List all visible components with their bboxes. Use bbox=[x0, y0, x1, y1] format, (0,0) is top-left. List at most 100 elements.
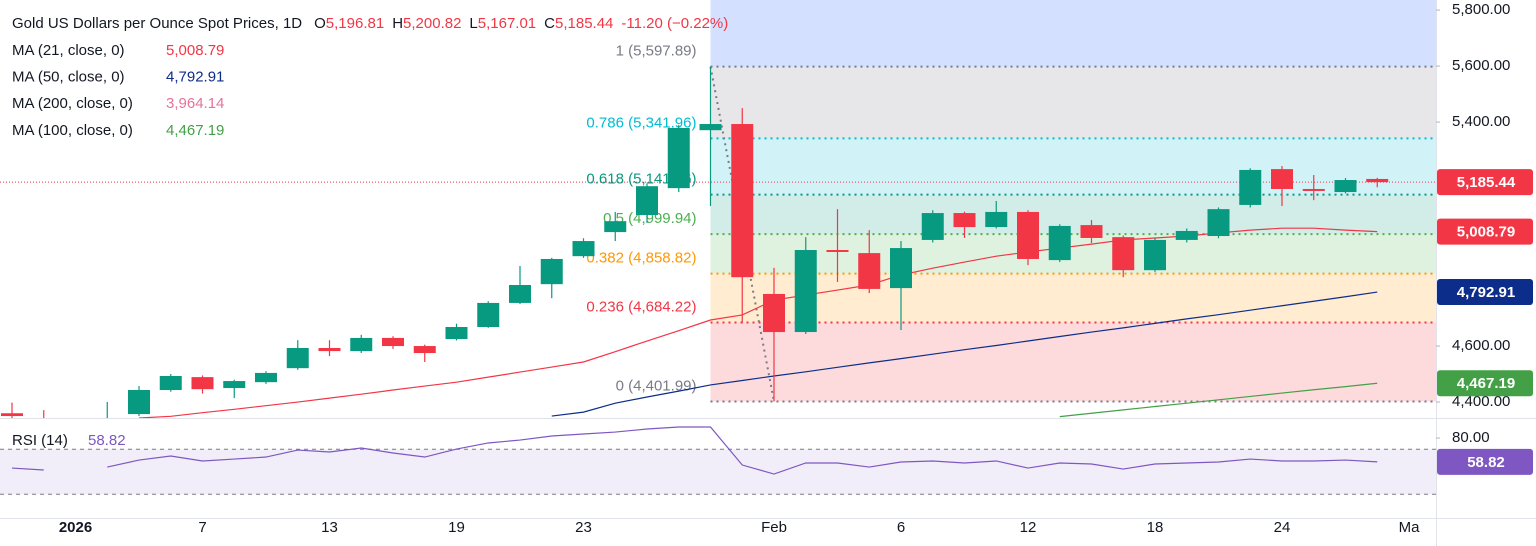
candle-body bbox=[985, 211, 1008, 228]
price-badge-label: 5,008.79 bbox=[1457, 224, 1515, 241]
price-badge-label: 4,467.19 bbox=[1457, 375, 1515, 392]
legend-name: MA (50, close, 0) bbox=[12, 69, 125, 86]
candle-body bbox=[413, 346, 436, 354]
price-badge-label: 5,185.44 bbox=[1457, 174, 1516, 191]
candle-body bbox=[318, 348, 341, 352]
candle-body bbox=[96, 419, 118, 422]
candle-body bbox=[604, 221, 627, 233]
candle-body bbox=[699, 124, 722, 131]
candle-body bbox=[1144, 239, 1166, 271]
fib-zone bbox=[710, 234, 1436, 274]
header: Gold US Dollars per Ounce Spot Prices, 1… bbox=[12, 15, 728, 32]
y-tick-label: 5,600.00 bbox=[1452, 57, 1510, 74]
x-tick-label: 6 bbox=[897, 519, 905, 536]
candle-body bbox=[286, 348, 309, 369]
price-badge bbox=[1437, 370, 1533, 397]
rsi-badge-label: 58.82 bbox=[1467, 454, 1505, 471]
candle-body bbox=[1112, 237, 1135, 271]
price-badge bbox=[1437, 169, 1533, 196]
fib-level-label: 0 (4,401.99) bbox=[616, 377, 697, 394]
candle-body bbox=[953, 213, 976, 228]
fib-extension-zone bbox=[710, 0, 1436, 67]
fib-level-label: 0.382 (4,858.82) bbox=[586, 250, 696, 267]
candle-body bbox=[572, 241, 595, 257]
y-tick-label: 5,400.00 bbox=[1452, 113, 1510, 130]
legend-value: 4,467.19 bbox=[166, 122, 224, 139]
candle-body bbox=[1, 413, 23, 417]
candle-body bbox=[1271, 169, 1293, 189]
candle-body bbox=[191, 377, 214, 390]
candle-body bbox=[33, 419, 55, 422]
rsi-legend-value: 58.82 bbox=[88, 432, 126, 449]
candle-body bbox=[255, 372, 277, 383]
candle-body bbox=[636, 186, 658, 216]
fib-zone bbox=[710, 138, 1436, 195]
overlay: 5,800.00 5,600.00 5,400.00 4,600.00 4,400.00… bbox=[12, 1, 1533, 536]
ohlc-value: 5,196.81 bbox=[326, 15, 384, 32]
x-tick-label: Feb bbox=[761, 519, 787, 536]
legend-name: MA (100, close, 0) bbox=[12, 122, 133, 139]
candle-body bbox=[1366, 178, 1389, 183]
moving-average-line bbox=[551, 291, 1378, 417]
legend-value: 3,964.14 bbox=[166, 95, 224, 112]
candle-body bbox=[1334, 180, 1357, 193]
ohlc-key: C bbox=[544, 15, 555, 32]
fib-zone bbox=[710, 273, 1436, 323]
ohlc-key: L bbox=[469, 15, 477, 32]
ohlc-value: 5,167.01 bbox=[478, 15, 536, 32]
candle-body bbox=[794, 250, 817, 333]
x-tick-label: 23 bbox=[575, 519, 592, 536]
x-tick-label: 24 bbox=[1274, 519, 1291, 536]
y-tick-label: 5,800.00 bbox=[1452, 1, 1510, 18]
fib-level-label: 0.786 (5,341.96) bbox=[586, 114, 696, 131]
candle-body bbox=[921, 213, 944, 240]
candle-body bbox=[1207, 209, 1230, 237]
rsi-band bbox=[0, 449, 1436, 495]
legend-value: 5,008.79 bbox=[166, 42, 224, 59]
candle-body bbox=[382, 337, 404, 347]
y-tick-label: 4,600.00 bbox=[1452, 337, 1510, 354]
moving-average-line bbox=[138, 227, 1378, 418]
candle-body bbox=[1017, 211, 1039, 259]
x-tick-label: Ma bbox=[1399, 519, 1420, 536]
legend-value: 4,792.91 bbox=[166, 69, 224, 86]
x-tick-label: 12 bbox=[1020, 519, 1037, 536]
x-tick-label: 7 bbox=[198, 519, 206, 536]
fib-zone bbox=[710, 66, 1436, 139]
candle-body bbox=[509, 285, 531, 303]
header-title: Gold US Dollars per Ounce Spot Prices, 1… bbox=[12, 15, 302, 32]
y-tick-label: 80.00 bbox=[1452, 429, 1490, 446]
fib-zone bbox=[710, 322, 1436, 402]
legend-name: MA (21, close, 0) bbox=[12, 42, 125, 59]
candle-body bbox=[350, 337, 373, 352]
ohlc-value: 5,185.44 bbox=[555, 15, 613, 32]
candle-body bbox=[858, 253, 881, 289]
x-tick-label: 19 bbox=[448, 519, 465, 536]
x-tick-label: 2026 bbox=[59, 519, 92, 536]
moving-average-line bbox=[1059, 382, 1378, 418]
fib-level-label: 0.5 (4,999.94) bbox=[603, 210, 696, 227]
rsi-badge bbox=[1437, 448, 1533, 475]
price-badge bbox=[1437, 279, 1533, 306]
rsi-legend-name: RSI (14) bbox=[12, 432, 68, 449]
candle-body bbox=[763, 293, 785, 333]
ohlc-key: H bbox=[392, 15, 403, 32]
candle-body bbox=[128, 390, 150, 415]
candle-body bbox=[1048, 225, 1071, 261]
price-badge bbox=[1437, 218, 1533, 245]
price-change: -11.20 (−0.22%) bbox=[621, 15, 728, 32]
legend-name: MA (200, close, 0) bbox=[12, 95, 133, 112]
candle-body bbox=[731, 124, 754, 278]
candle-body bbox=[1239, 169, 1262, 205]
candle-body bbox=[223, 381, 246, 389]
price-pane: 1 (5,597.89)0.786 (5,341.96)0.618 (5,141… bbox=[0, 0, 1436, 422]
candle-body bbox=[890, 248, 912, 289]
ohlc-value: 5,200.82 bbox=[403, 15, 461, 32]
candle-body bbox=[159, 376, 182, 391]
fib-zone bbox=[710, 194, 1436, 235]
candle-body bbox=[540, 258, 563, 285]
candle-body bbox=[826, 250, 849, 252]
x-tick-label: 13 bbox=[321, 519, 338, 536]
